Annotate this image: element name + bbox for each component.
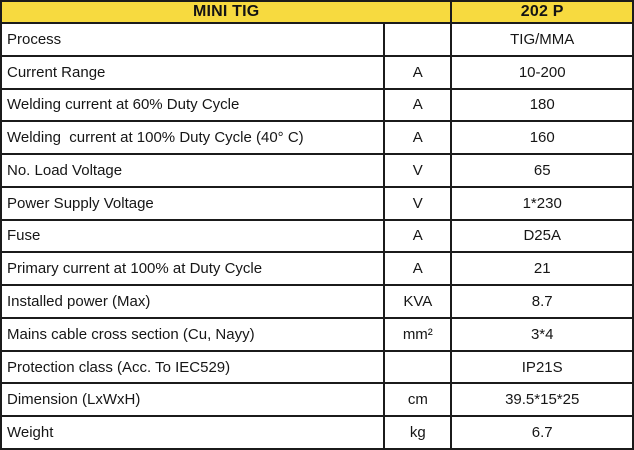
product-name-header: MINI TIG xyxy=(0,0,453,24)
table-row: Current Range A 10-200 xyxy=(0,54,634,90)
spec-value: 3*4 xyxy=(450,316,634,352)
spec-unit xyxy=(383,349,453,385)
table-row: Protection class (Acc. To IEC529) IP21S xyxy=(0,349,634,385)
spec-unit xyxy=(383,22,453,57)
spec-label: Current Range xyxy=(0,54,386,90)
spec-value: 65 xyxy=(450,153,634,188)
spec-value: TIG/MMA xyxy=(450,22,634,57)
spec-unit: A xyxy=(383,218,453,254)
spec-label: Process xyxy=(0,22,386,57)
spec-label: Welding current at 60% Duty Cycle xyxy=(0,87,386,123)
table-row: Welding current at 100% Duty Cycle (40° … xyxy=(0,120,634,156)
spec-label: Mains cable cross section (Cu, Nayy) xyxy=(0,316,386,352)
table-row: Weight kg 6.7 xyxy=(0,415,634,450)
spec-unit: A xyxy=(383,87,453,123)
spec-value: 180 xyxy=(450,87,634,123)
spec-value: D25A xyxy=(450,218,634,254)
table-row: Primary current at 100% at Duty Cycle A … xyxy=(0,251,634,287)
spec-label: Primary current at 100% at Duty Cycle xyxy=(0,251,386,287)
spec-label: Power Supply Voltage xyxy=(0,185,386,221)
model-header: 202 P xyxy=(450,0,634,24)
spec-unit: kg xyxy=(383,415,453,450)
spec-value: 21 xyxy=(450,251,634,287)
spec-unit: KVA xyxy=(383,284,453,319)
spec-label: Weight xyxy=(0,415,386,450)
spec-value: 8.7 xyxy=(450,284,634,319)
spec-label: No. Load Voltage xyxy=(0,153,386,188)
spec-value: 160 xyxy=(450,120,634,156)
spec-unit: mm² xyxy=(383,316,453,352)
spec-label: Fuse xyxy=(0,218,386,254)
header-row: MINI TIG 202 P xyxy=(0,0,634,24)
table-row: Process TIG/MMA xyxy=(0,22,634,57)
spec-unit: A xyxy=(383,251,453,287)
spec-label: Welding current at 100% Duty Cycle (40° … xyxy=(0,120,386,156)
spec-value: 39.5*15*25 xyxy=(450,382,634,418)
table-row: Fuse A D25A xyxy=(0,218,634,254)
table-row: Dimension (LxWxH) cm 39.5*15*25 xyxy=(0,382,634,418)
spec-label: Protection class (Acc. To IEC529) xyxy=(0,349,386,385)
spec-unit: V xyxy=(383,153,453,188)
table-row: Power Supply Voltage V 1*230 xyxy=(0,185,634,221)
spec-value: IP21S xyxy=(450,349,634,385)
spec-label: Dimension (LxWxH) xyxy=(0,382,386,418)
spec-unit: A xyxy=(383,120,453,156)
spec-unit: A xyxy=(383,54,453,90)
spec-unit: V xyxy=(383,185,453,221)
table-row: No. Load Voltage V 65 xyxy=(0,153,634,188)
spec-value: 1*230 xyxy=(450,185,634,221)
table-row: Mains cable cross section (Cu, Nayy) mm²… xyxy=(0,316,634,352)
spec-unit: cm xyxy=(383,382,453,418)
spec-label: Installed power (Max) xyxy=(0,284,386,319)
table-row: Installed power (Max) KVA 8.7 xyxy=(0,284,634,319)
table-row: Welding current at 60% Duty Cycle A 180 xyxy=(0,87,634,123)
spec-value: 6.7 xyxy=(450,415,634,450)
spec-value: 10-200 xyxy=(450,54,634,90)
